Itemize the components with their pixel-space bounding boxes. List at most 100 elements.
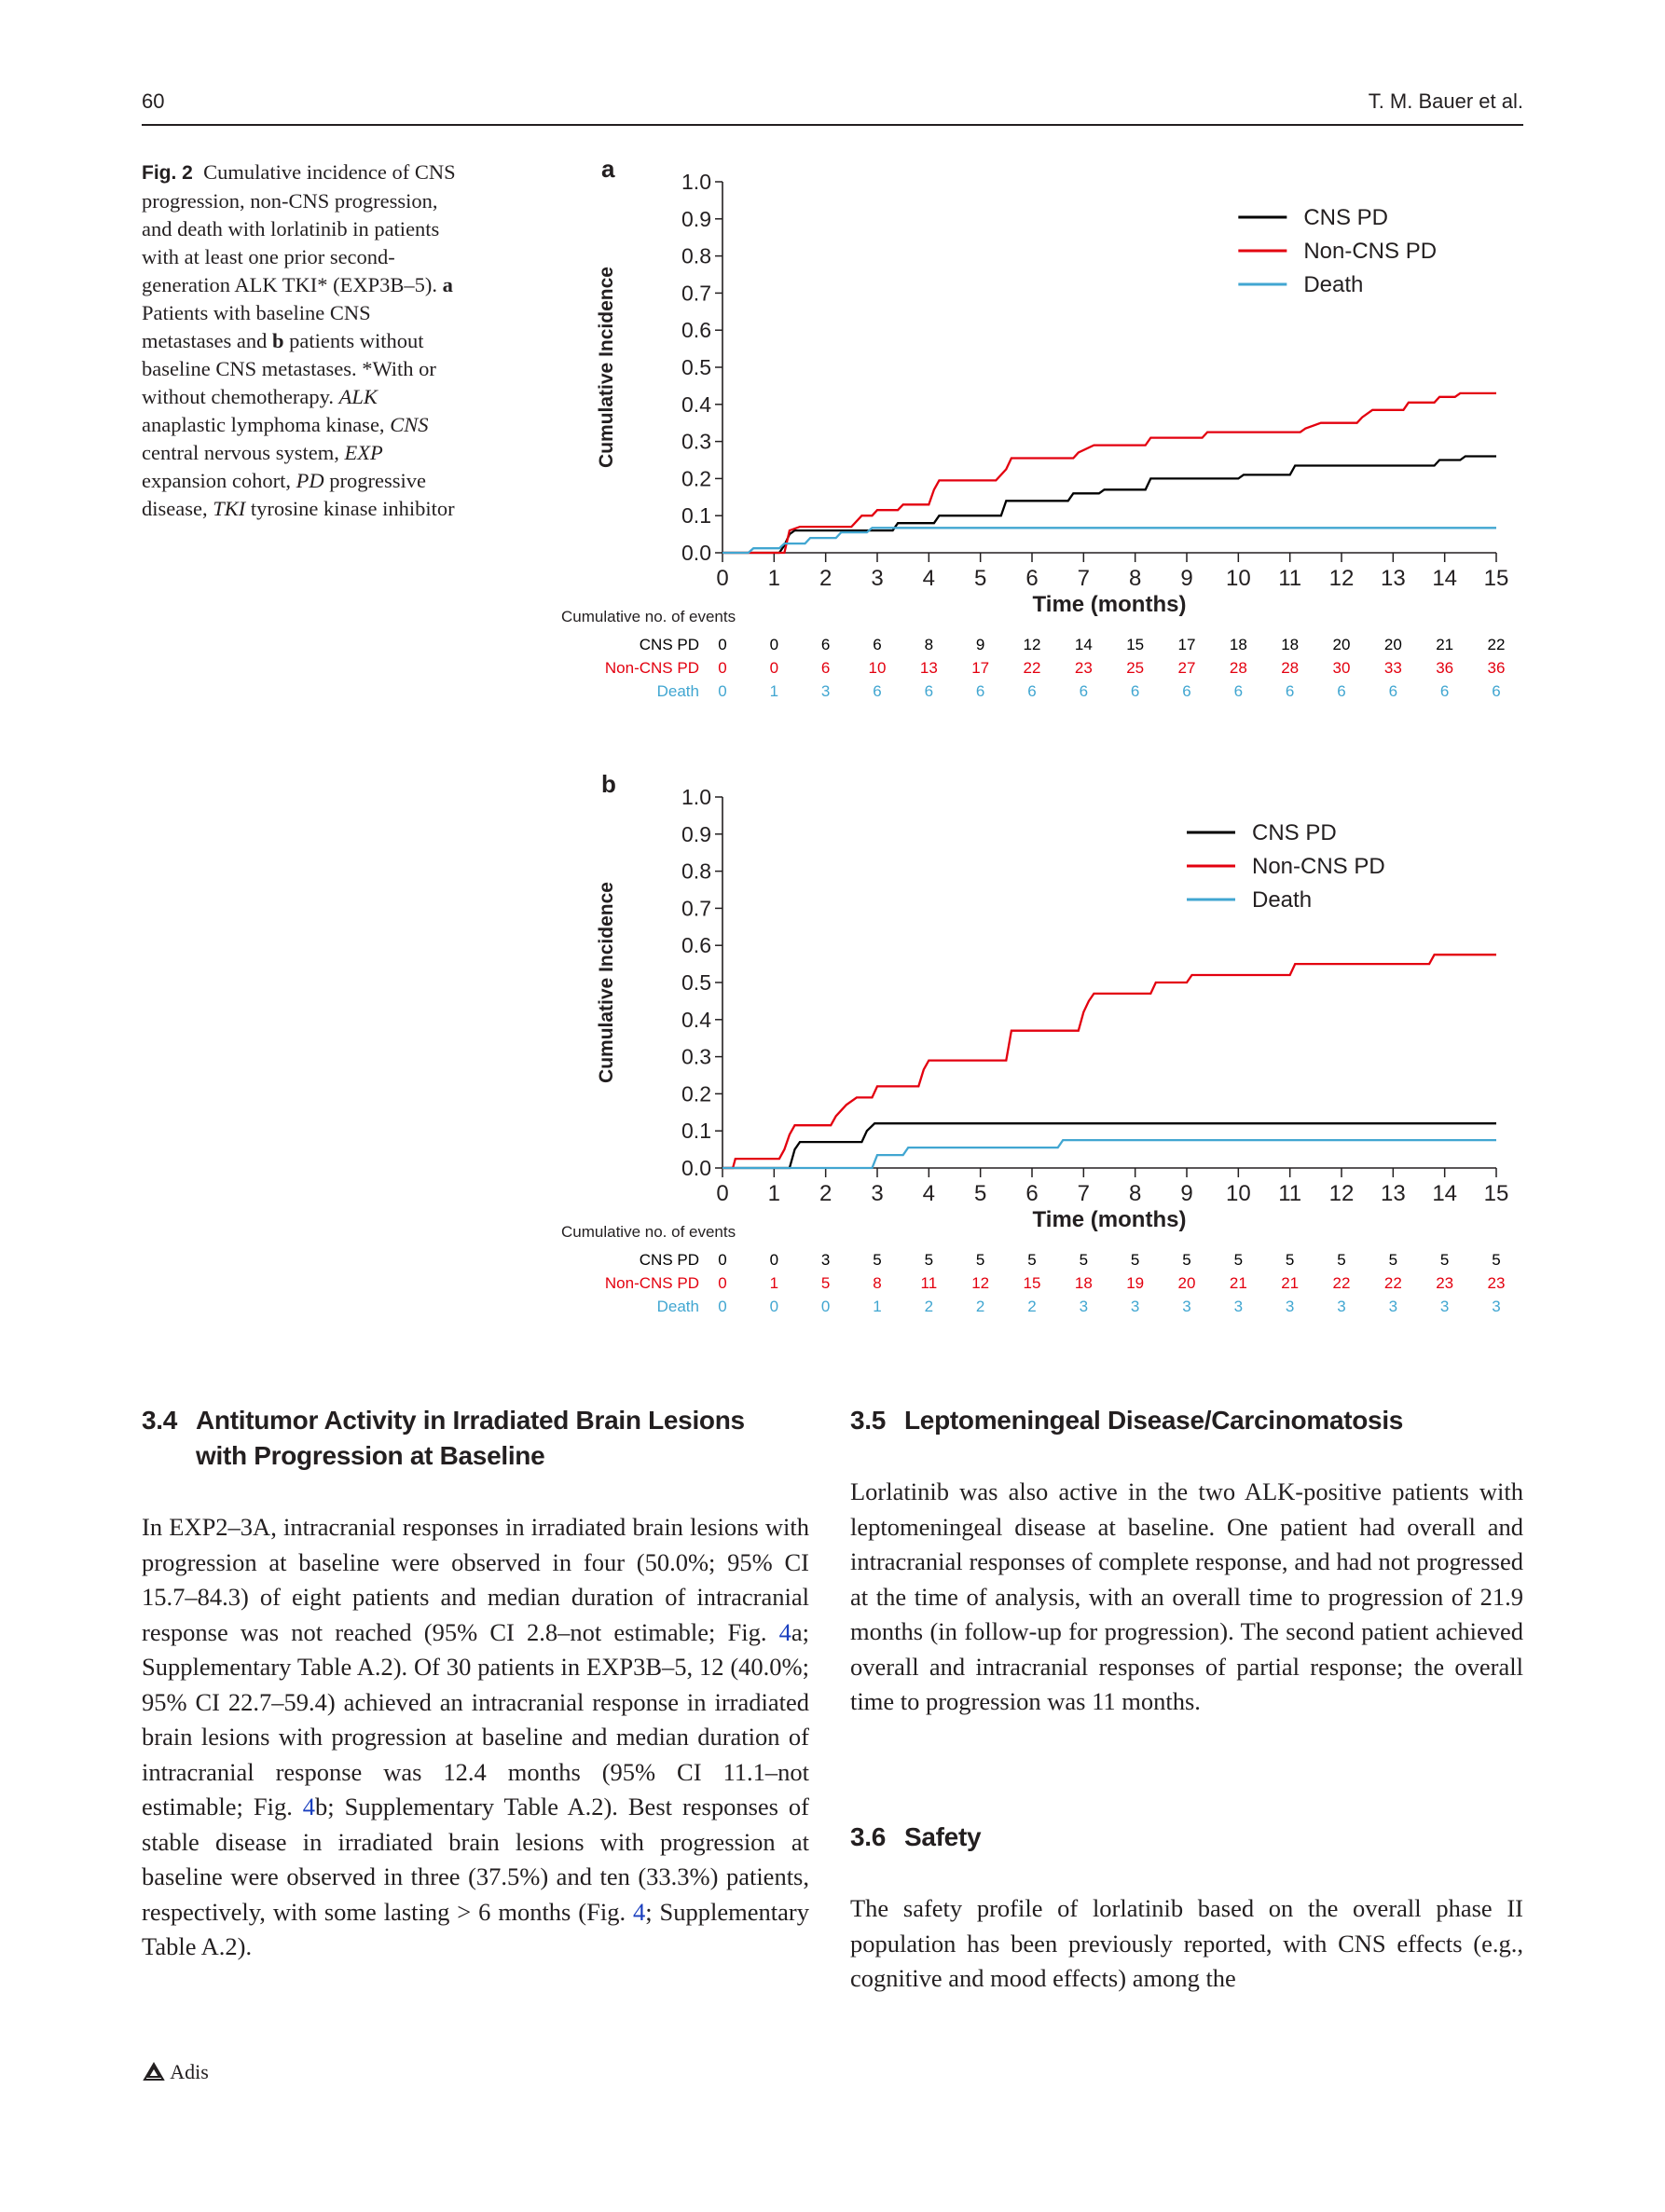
series-line-death [722,527,1496,555]
section-3-4-text-a: In EXP2–3A, intracranial responses in ir… [142,1513,809,1646]
risk-table-cell: 11 [921,1274,938,1292]
y-tick-label: 0.4 [681,392,711,417]
risk-table-row-label: Death [657,1298,699,1315]
risk-table-cell: 20 [1178,1274,1196,1292]
risk-table-row-label: Non-CNS PD [605,1274,699,1292]
legend-entry: CNS PD [1252,820,1337,845]
x-tick-label: 9 [1180,1181,1192,1206]
x-tick-label: 15 [1484,566,1509,591]
caption-text-2: Patients with baseline CNS metastases an… [142,301,371,352]
risk-table-cell: 18 [1281,636,1299,653]
risk-table-cell: 5 [1286,1251,1294,1269]
risk-table-cell: 6 [925,682,933,700]
risk-table-cell: 3 [1286,1298,1294,1315]
header-rule [142,124,1523,126]
section-3-4-text-d: ; Supplementary Table A.2). [142,1897,809,1961]
caption-abbr-tki: TKI [213,497,246,520]
risk-table-cell: 36 [1436,659,1453,677]
risk-table-cell: 3 [1182,1298,1190,1315]
risk-table-cell: 6 [873,636,881,653]
risk-table-cell: 30 [1333,659,1351,677]
x-tick-label: 8 [1129,1181,1141,1206]
risk-table-cell: 33 [1384,659,1402,677]
legend-entry: Non-CNS PD [1303,239,1437,264]
risk-table-cell: 2 [925,1298,933,1315]
x-tick-label: 6 [1025,566,1038,591]
x-tick-label: 1 [768,566,780,591]
risk-table-cell: 0 [718,659,726,677]
y-tick-label: 0.9 [681,207,711,231]
section-3-5-body: Lorlatinib was also active in the two AL… [850,1477,1523,1715]
risk-table-cell: 6 [1234,682,1243,700]
x-tick-label: 11 [1278,1181,1301,1206]
figure-4-link-3[interactable]: 4 [633,1897,646,1926]
risk-table-cell: 1 [770,682,778,700]
figure-4-link-1[interactable]: 4 [778,1617,791,1646]
section-3-6-title: Safety [904,1822,982,1851]
y-tick-label: 1.0 [681,170,711,194]
risk-table-cell: 22 [1384,1274,1402,1292]
risk-table-cell: 2 [976,1298,984,1315]
y-tick-label: 0.2 [681,466,711,490]
risk-table-cell: 25 [1126,659,1144,677]
risk-table-cell: 9 [976,636,984,653]
risk-table-cell: 12 [971,1274,989,1292]
x-tick-label: 9 [1180,566,1192,591]
caption-abbr-pd: PD [296,469,324,492]
risk-table-cell: 28 [1230,659,1247,677]
risk-table-cell: 15 [1126,636,1144,653]
risk-table-row-label: Non-CNS PD [605,659,699,677]
risk-table-cell: 5 [1492,1251,1500,1269]
risk-table-cell: 20 [1333,636,1351,653]
chart-panel-b: b0.00.10.20.30.40.50.60.70.80.91.00 1 2 3 4 5… [561,770,1508,1315]
risk-table-cell: 6 [1080,682,1088,700]
section-3-6-body: The safety profile of lorlatinib based o… [850,1894,1523,1992]
risk-table-cell: 23 [1488,1274,1506,1292]
caption-panel-b-label: b [271,329,284,352]
risk-table-cell: 1 [873,1298,881,1315]
risk-table-cell: 3 [821,1251,830,1269]
risk-table-cell: 23 [1436,1274,1453,1292]
section-3-4-heading: 3.4 Antitumor Activity in Irradiated Brai… [142,1403,813,1474]
risk-table-cell: 0 [718,1251,726,1269]
caption-def-alk: anaplastic lymphoma kinase, [142,413,385,436]
risk-table-cell: 5 [873,1251,881,1269]
risk-table-cell: 0 [770,1251,778,1269]
risk-table-cell: 3 [1080,1298,1088,1315]
y-tick-label: 0.6 [681,318,711,342]
y-tick-label: 0.8 [681,859,711,884]
risk-table-cell: 8 [925,636,933,653]
risk-table-cell: 6 [1286,682,1294,700]
series-line-non-cns-pd [722,954,1496,1170]
risk-table-cell: 3 [1492,1298,1500,1315]
legend-entry: Death [1252,887,1312,913]
risk-table-cell: 6 [821,659,830,677]
risk-table-cell: 36 [1488,659,1506,677]
publisher-footer: Adis [142,2060,209,2084]
y-tick-label: 0.1 [681,503,711,528]
x-tick-label: 7 [1078,566,1090,591]
risk-table-cell: 19 [1126,1274,1144,1292]
risk-table-cell: 17 [971,659,989,677]
risk-table-cell: 6 [873,682,881,700]
y-tick-label: 0.7 [681,281,711,305]
y-tick-label: 0.8 [681,244,711,268]
caption-abbr-cns: CNS [390,413,429,436]
y-tick-label: 0.2 [681,1081,711,1106]
risk-table-cell: 14 [1075,636,1093,653]
figure-4-link-2[interactable]: 4 [302,1793,316,1820]
x-tick-label: 10 [1226,1181,1251,1206]
risk-table-cell: 5 [1080,1251,1088,1269]
y-tick-label: 0.9 [681,822,711,846]
risk-table-cell: 3 [1337,1298,1345,1315]
publisher-name: Adis [170,2060,209,2083]
x-tick-label: 3 [871,566,883,591]
y-tick-label: 0.7 [681,896,711,920]
risk-table-cell: 5 [1389,1251,1397,1269]
risk-table-cell: 18 [1075,1274,1093,1292]
risk-table-cell: 5 [1234,1251,1243,1269]
risk-table-cell: 13 [920,659,938,677]
risk-table-cell: 3 [1234,1298,1243,1315]
section-3-5-title: Leptomeningeal Disease/Carcinomatosis [904,1406,1404,1435]
risk-table-cell: 5 [1182,1251,1190,1269]
